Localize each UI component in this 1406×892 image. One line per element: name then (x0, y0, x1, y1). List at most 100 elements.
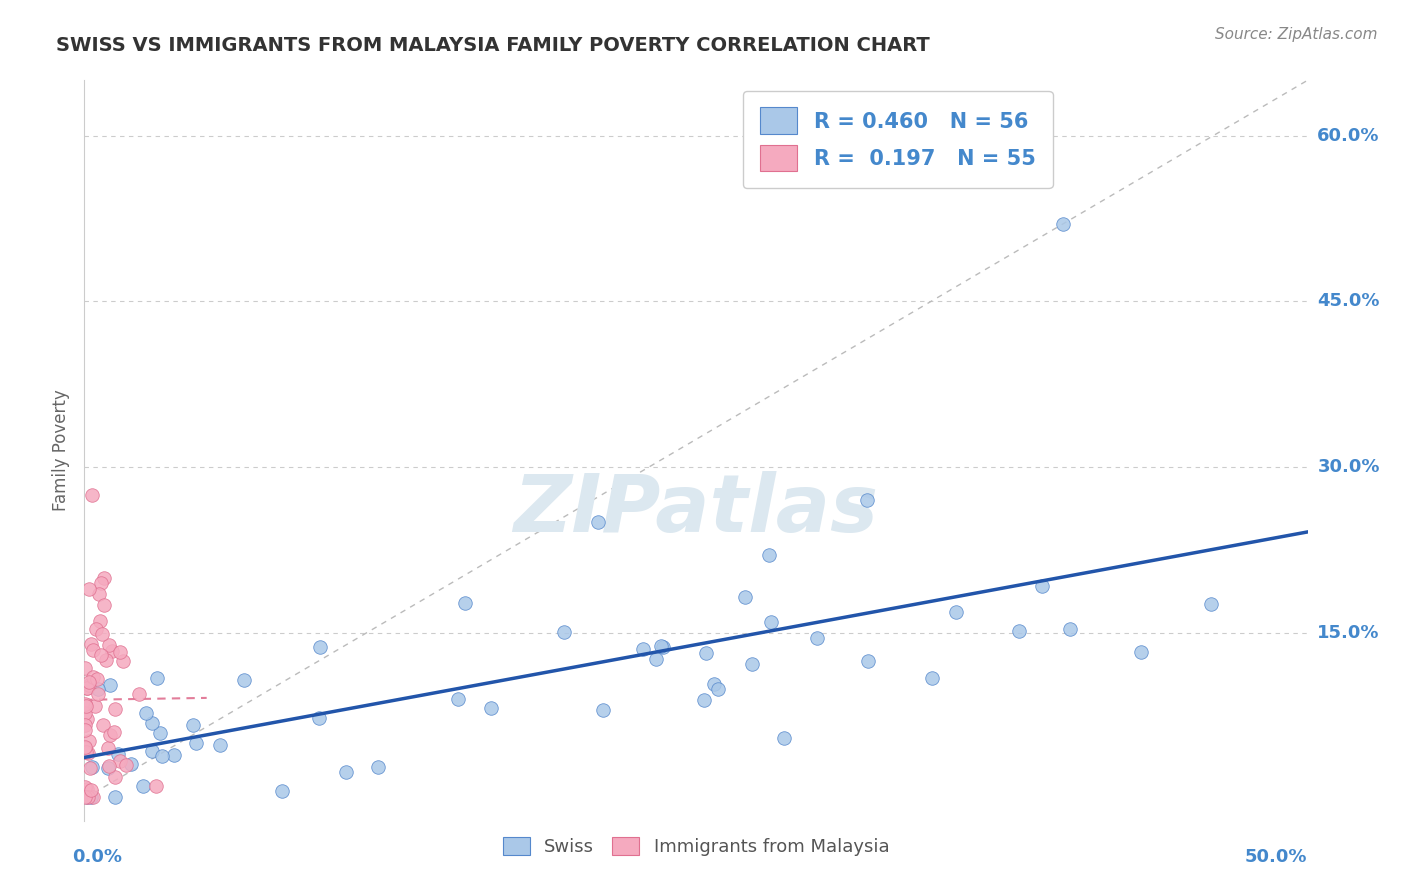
Point (163, 748, 186, 763)
Point (209, 739, 232, 753)
Point (104, 790, 127, 805)
Point (87, 681, 110, 696)
Point (76, 745, 98, 759)
Point (1008, 624, 1031, 638)
Point (1130, 645, 1153, 659)
Point (693, 693, 716, 707)
Text: Source: ZipAtlas.com: Source: ZipAtlas.com (1215, 27, 1378, 42)
Point (73, 739, 96, 754)
Point (97, 638, 120, 652)
Point (104, 702, 127, 716)
Point (921, 671, 943, 685)
Text: 0.0%: 0.0% (72, 848, 122, 866)
Point (100, 644, 122, 658)
Point (82, 669, 104, 683)
Point (856, 493, 879, 508)
Point (77, 582, 100, 596)
Legend: Swiss, Immigrants from Malaysia: Swiss, Immigrants from Malaysia (495, 830, 897, 863)
Point (308, 640, 330, 655)
Point (80, 790, 103, 805)
Point (90, 648, 112, 663)
Point (651, 640, 673, 654)
Point (79, 761, 101, 775)
Text: SWISS VS IMMIGRANTS FROM MALAYSIA FAMILY POVERTY CORRELATION CHART: SWISS VS IMMIGRANTS FROM MALAYSIA FAMILY… (56, 36, 929, 54)
Point (97, 761, 120, 775)
Point (141, 716, 163, 731)
Point (270, 784, 292, 798)
Point (84, 623, 107, 637)
Point (73, 706, 96, 721)
Point (367, 760, 389, 774)
Text: 45.0%: 45.0% (1317, 293, 1379, 310)
Point (1052, 217, 1074, 231)
Point (75, 723, 97, 738)
Point (94, 653, 117, 667)
Point (80, 760, 103, 774)
Point (447, 692, 470, 706)
Point (108, 754, 131, 768)
Y-axis label: Family Poverty: Family Poverty (52, 390, 70, 511)
Point (650, 640, 672, 654)
Text: 30.0%: 30.0% (1317, 458, 1379, 476)
Point (80, 637, 103, 651)
Point (82, 643, 104, 657)
Point (1201, 597, 1223, 611)
Point (773, 731, 796, 745)
Point (945, 605, 967, 619)
Point (76, 781, 98, 796)
Point (87, 688, 110, 702)
Point (135, 706, 157, 721)
Point (858, 654, 880, 668)
Point (90, 627, 112, 641)
Point (75, 699, 97, 714)
Point (91, 718, 114, 732)
Point (454, 596, 477, 610)
Point (107, 747, 129, 762)
Point (184, 736, 207, 750)
Point (132, 779, 155, 793)
Point (73, 780, 96, 795)
Point (150, 749, 173, 764)
Point (89, 614, 111, 628)
Text: ZIPatlas: ZIPatlas (513, 471, 879, 549)
Point (104, 770, 127, 784)
Point (73, 740, 96, 755)
Point (703, 677, 725, 691)
Point (232, 673, 254, 687)
Point (1059, 623, 1081, 637)
Point (77, 734, 100, 748)
Point (73, 661, 96, 675)
Point (479, 701, 502, 715)
Point (553, 625, 575, 640)
Point (90, 576, 112, 591)
Point (98, 678, 121, 692)
Point (707, 682, 730, 697)
Point (308, 711, 330, 725)
Point (592, 703, 614, 717)
Point (84, 698, 107, 713)
Point (120, 757, 142, 772)
Point (75, 718, 97, 732)
Point (759, 615, 782, 629)
Point (631, 642, 654, 657)
Point (86, 672, 108, 686)
Point (97, 759, 120, 773)
Point (76, 746, 98, 760)
Point (335, 764, 357, 779)
Point (734, 590, 756, 604)
Text: 15.0%: 15.0% (1317, 624, 1379, 641)
Point (758, 549, 780, 563)
Point (80, 783, 103, 797)
Point (77, 678, 100, 692)
Point (586, 516, 609, 530)
Point (114, 757, 136, 772)
Point (111, 654, 134, 668)
Point (103, 725, 125, 739)
Point (77, 790, 100, 805)
Point (149, 726, 172, 740)
Point (146, 671, 169, 685)
Point (73, 697, 96, 711)
Point (82, 790, 104, 805)
Point (87, 587, 110, 601)
Point (108, 645, 131, 659)
